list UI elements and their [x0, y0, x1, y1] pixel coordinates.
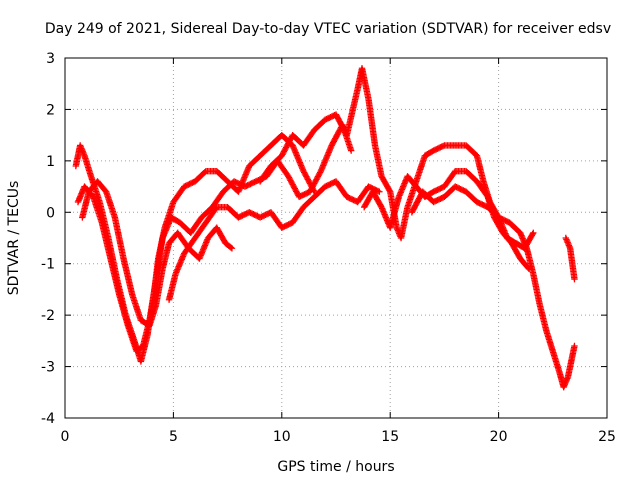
y-tick-label: 0 — [46, 205, 55, 221]
y-tick-label: 1 — [46, 154, 55, 170]
chart-title: Day 249 of 2021, Sidereal Day-to-day VTE… — [45, 21, 611, 37]
x-tick-label: 0 — [61, 429, 70, 445]
x-tick-label: 10 — [273, 429, 291, 445]
y-tick-label: -2 — [41, 308, 55, 324]
data-point — [529, 230, 536, 238]
data-point — [316, 169, 324, 176]
series-sat-d — [165, 178, 383, 303]
y-tick-label: 3 — [46, 51, 55, 67]
series-sat-b — [74, 121, 355, 355]
x-axis: 0 5 10 15 20 25 — [61, 58, 616, 445]
y-tick-label: 2 — [46, 102, 55, 118]
plot-frame — [64, 57, 608, 419]
series-sat-h — [562, 234, 578, 283]
data-point — [571, 275, 578, 283]
x-tick-label: 5 — [169, 429, 178, 445]
y-tick-label: -1 — [41, 257, 55, 273]
data-point — [347, 147, 355, 154]
x-tick-label: 25 — [598, 429, 616, 445]
y-axis: -4 -3 -2 -1 0 1 2 3 — [41, 51, 607, 427]
x-axis-label: GPS time / hours — [277, 459, 394, 475]
series-sat-g — [408, 183, 578, 391]
x-tick-label: 20 — [490, 429, 508, 445]
y-tick-label: -3 — [41, 360, 55, 376]
y-tick-label: -4 — [41, 411, 55, 427]
x-tick-label: 15 — [381, 429, 399, 445]
y-axis-label: SDTVAR / TECUs — [6, 181, 22, 296]
data-point — [227, 244, 235, 251]
data-point — [376, 188, 383, 195]
data-series — [72, 65, 578, 391]
data-point — [386, 187, 393, 194]
data-point — [228, 245, 236, 252]
data-point — [571, 342, 578, 350]
data-point — [530, 229, 537, 237]
